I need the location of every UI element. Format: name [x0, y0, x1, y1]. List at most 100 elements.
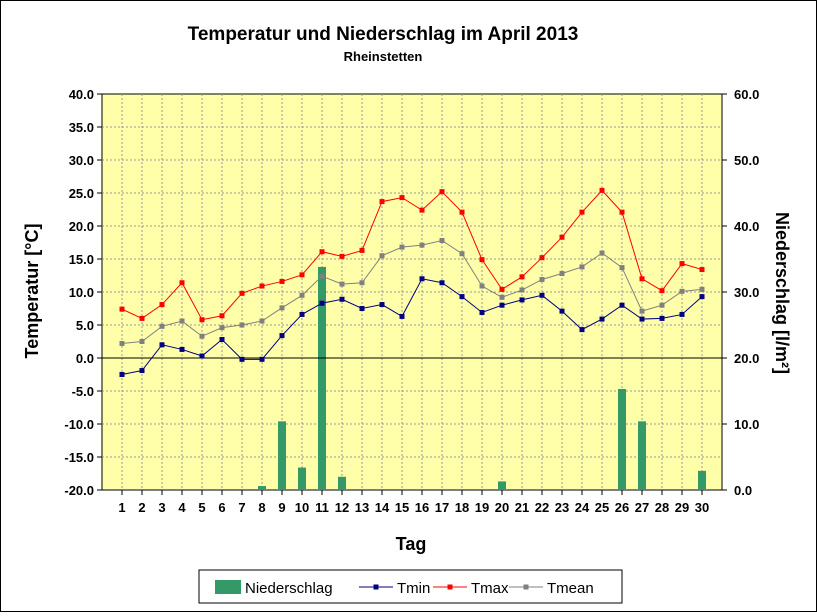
point-tmean	[199, 333, 205, 339]
point-tmin	[399, 313, 405, 319]
legend-marker-tmax	[447, 584, 453, 590]
x-tick-label: 27	[635, 500, 649, 515]
point-tmean	[259, 318, 265, 324]
y-left-tick-label: 35.0	[69, 120, 94, 135]
y-right-tick-label: 20.0	[734, 351, 759, 366]
point-tmax	[479, 257, 485, 263]
y-right-tick-label: 10.0	[734, 417, 759, 432]
y-axis-left-ticks: -20.0 -15.0 -10.0 -5.0 0.0 5.0 10.0 15.0 20.0 25.…	[64, 87, 102, 498]
grid-lines	[102, 94, 722, 490]
point-tmean	[319, 273, 325, 279]
point-tmin	[639, 316, 645, 322]
x-tick-label: 12	[335, 500, 349, 515]
point-tmin	[579, 327, 585, 333]
point-tmax	[179, 280, 185, 286]
y-axis-right-label: Niederschlag [l/m²]	[772, 212, 792, 374]
point-tmin	[259, 356, 265, 362]
legend-label-tmin: Tmin	[397, 580, 430, 597]
x-axis-ticks: 1 2 3 4 5 6 7 8 9 10 11 12 13 14 15 16 17 18 19 20 21 22 23 24 2…	[118, 490, 709, 515]
y-right-tick-label: 60.0	[734, 87, 759, 102]
x-tick-label: 7	[238, 500, 245, 515]
point-tmax	[679, 261, 685, 267]
legend-label-tmax: Tmax	[471, 580, 509, 597]
y-left-tick-label: -15.0	[64, 450, 94, 465]
x-tick-label: 20	[495, 500, 509, 515]
point-tmean	[479, 283, 485, 289]
x-tick-label: 25	[595, 500, 609, 515]
point-tmean	[579, 264, 585, 270]
x-tick-label: 17	[435, 500, 449, 515]
point-tmax	[599, 187, 605, 193]
bar-niederschlag	[618, 389, 626, 490]
point-tmin	[119, 372, 125, 377]
y-left-tick-label: 25.0	[69, 186, 94, 201]
point-tmax	[159, 302, 165, 308]
chart-title: Temperatur und Niederschlag im April 201…	[188, 24, 579, 45]
x-tick-label: 24	[575, 500, 590, 515]
point-tmax	[259, 283, 265, 289]
point-tmean	[519, 287, 525, 293]
point-tmean	[599, 250, 605, 256]
point-tmin	[279, 333, 285, 339]
x-tick-label: 1	[118, 500, 125, 515]
x-tick-label: 30	[695, 500, 709, 515]
point-tmin	[379, 302, 385, 308]
point-tmean	[239, 322, 245, 328]
y-left-tick-label: -10.0	[64, 417, 94, 432]
point-tmin	[539, 292, 545, 298]
point-tmean	[499, 294, 505, 300]
point-tmax	[299, 272, 305, 278]
legend-box	[198, 569, 623, 604]
y-left-tick-label: 5.0	[76, 318, 94, 333]
x-tick-label: 13	[355, 500, 369, 515]
point-tmean	[219, 325, 225, 331]
bar-niederschlag	[638, 421, 646, 490]
y-left-tick-label: 0.0	[76, 351, 94, 366]
x-tick-label: 4	[178, 500, 186, 515]
point-tmean	[559, 271, 565, 277]
point-tmin	[599, 316, 605, 322]
bar-niederschlag	[338, 476, 346, 490]
point-tmean	[639, 308, 645, 314]
x-tick-label: 29	[675, 500, 689, 515]
x-tick-label: 28	[655, 500, 669, 515]
point-tmin	[439, 280, 445, 286]
legend-label-niederschlag: Niederschlag	[245, 580, 333, 597]
bar-niederschlag	[698, 470, 706, 490]
y-axis-left-label: Temperatur [°C]	[22, 224, 42, 359]
point-tmean	[619, 265, 625, 271]
legend-marker-tmin	[373, 584, 379, 590]
point-tmax	[239, 290, 245, 296]
x-tick-label: 6	[218, 500, 225, 515]
y-left-tick-label: 20.0	[69, 219, 94, 234]
point-tmax	[379, 199, 385, 205]
point-tmin	[559, 308, 565, 314]
y-axis-right-ticks: 0.0 10.0 20.0 30.0 40.0 50.0 60.0	[722, 87, 759, 498]
point-tmax	[319, 249, 325, 255]
point-tmin	[459, 294, 465, 300]
y-left-tick-label: 40.0	[69, 87, 94, 102]
x-tick-label: 22	[535, 500, 549, 515]
x-tick-label: 5	[198, 500, 205, 515]
line-tmean	[121, 239, 703, 344]
point-tmean	[439, 238, 445, 244]
point-tmin	[199, 353, 205, 359]
point-tmin	[499, 302, 505, 308]
x-tick-label: 16	[415, 500, 429, 515]
point-tmean	[179, 318, 185, 324]
point-tmax	[579, 209, 585, 215]
line-tmin	[121, 278, 703, 375]
point-tmax	[139, 315, 145, 321]
point-tmin	[179, 346, 185, 352]
point-tmax	[639, 276, 645, 282]
point-tmean	[159, 323, 165, 329]
point-tmean	[299, 292, 305, 298]
precipitation-bars	[258, 266, 706, 490]
point-tmin	[139, 368, 145, 374]
point-tmin	[479, 309, 485, 315]
y-left-tick-label: 10.0	[69, 285, 94, 300]
point-tmean	[339, 281, 345, 287]
point-tmax	[459, 209, 465, 215]
point-tmax	[219, 313, 225, 319]
